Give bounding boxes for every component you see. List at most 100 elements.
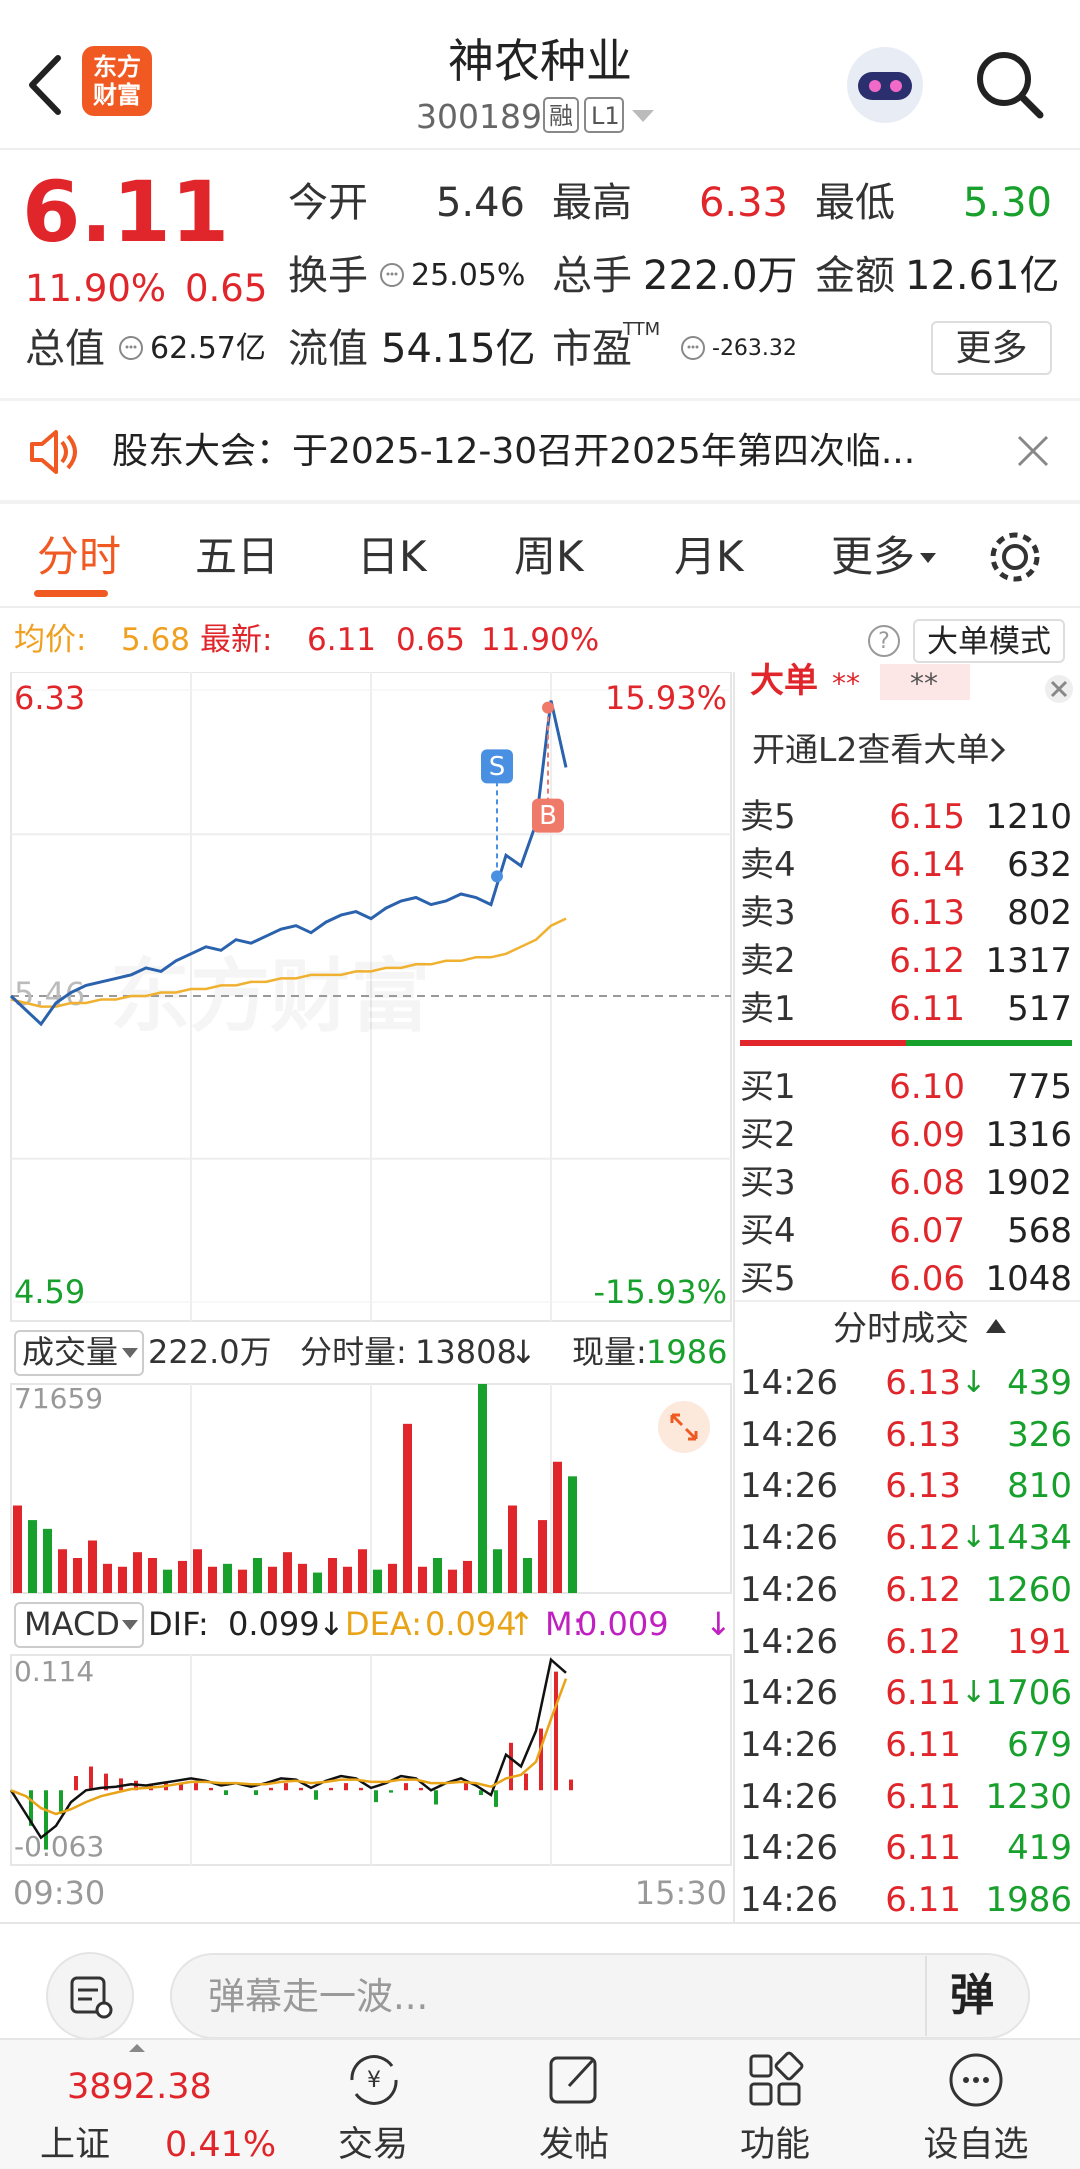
trade-arrow: ↓ — [961, 1675, 987, 1711]
volume-bar — [103, 1563, 112, 1593]
speaker-icon — [30, 430, 77, 474]
macd-bar — [284, 1783, 288, 1791]
comment-settings[interactable] — [44, 1950, 136, 2042]
volume-bar — [193, 1549, 202, 1593]
macd-bar — [359, 1787, 363, 1791]
info-icon[interactable] — [118, 335, 144, 361]
order-label: 买2 — [740, 1115, 796, 1155]
tab[interactable]: 分时 — [37, 532, 122, 581]
collapse-icon — [986, 1319, 1006, 1333]
trade-time: 14:26 — [740, 1621, 838, 1662]
index-name[interactable]: 上证 — [40, 2125, 111, 2165]
mode-button[interactable]: 大单模式 — [913, 619, 1065, 663]
x-tick-label: 09:30 — [13, 1874, 105, 1912]
annotation-point — [491, 870, 503, 883]
volume-bar — [223, 1563, 232, 1593]
l2-promo[interactable]: 开通L2查看大单 — [752, 730, 990, 769]
notice-text[interactable]: 股东大会：于2025-12-30召开2025年第四次临... — [112, 431, 916, 472]
tab[interactable]: 五日 — [195, 532, 280, 581]
trade-arrow: ↓ — [961, 1365, 987, 1400]
nav-item[interactable]: 功能 — [740, 2124, 811, 2165]
dropdown-box[interactable] — [14, 1330, 144, 1376]
mask-bg — [880, 664, 970, 700]
tab[interactable]: 月K — [674, 532, 744, 581]
trade-volume: 1260 — [985, 1569, 1072, 1610]
order-label: 买1 — [740, 1067, 796, 1107]
order-label: 卖4 — [740, 845, 796, 885]
close-notice[interactable] — [1016, 434, 1050, 468]
index-value[interactable]: 3892.38 — [67, 2067, 212, 2107]
macd-bar — [299, 1787, 303, 1791]
search-button[interactable] — [970, 45, 1050, 125]
field-label: 换手 — [288, 253, 368, 299]
divider — [0, 148, 1080, 150]
macd-legend-label: M: — [545, 1605, 584, 1643]
danmaku-button[interactable]: 弹 — [950, 1970, 994, 2021]
volume-label[interactable]: 成交量 — [22, 1333, 119, 1371]
order-volume: 1317 — [985, 941, 1072, 981]
annotation-point — [542, 701, 554, 714]
macd-bar — [554, 1671, 558, 1791]
expand-button[interactable] — [658, 1401, 710, 1453]
help-icon[interactable]: ? — [866, 623, 902, 659]
trade-time: 14:26 — [740, 1569, 838, 1610]
trade-time: 14:26 — [740, 1828, 838, 1869]
trade-time: 14:26 — [740, 1414, 838, 1455]
comment-input[interactable] — [170, 1953, 1030, 2039]
chevron — [990, 737, 1006, 763]
order-price: 6.11 — [889, 989, 965, 1029]
nav-item[interactable]: 设自选 — [923, 2124, 1029, 2165]
trade-time: 14:26 — [740, 1363, 838, 1403]
nav-item[interactable]: 发帖 — [539, 2124, 610, 2165]
field-label: 最高 — [552, 180, 632, 226]
order-label: 买3 — [740, 1163, 796, 1203]
macd-bar — [419, 1787, 423, 1791]
info-icon[interactable] — [379, 262, 405, 288]
tab[interactable]: 更多 — [831, 532, 916, 581]
index-pct[interactable]: 0.41% — [165, 2125, 277, 2165]
dropdown-icon[interactable] — [630, 108, 656, 124]
mask: ** — [832, 667, 860, 700]
volume-bar — [463, 1560, 472, 1593]
macd-label[interactable]: MACD — [24, 1605, 120, 1643]
price-line — [10, 917, 567, 1008]
volume-bar — [148, 1558, 157, 1593]
trades-title[interactable]: 分时成交 — [833, 1309, 969, 1349]
dropdown-box[interactable] — [14, 1602, 144, 1648]
robot-avatar[interactable] — [840, 40, 930, 130]
volume-bar — [358, 1549, 367, 1593]
macd-bar — [194, 1783, 198, 1791]
macd-legend-label: DEA: — [345, 1605, 422, 1643]
volume-bar — [178, 1560, 187, 1593]
macd-legend-value: 0.099 — [228, 1605, 320, 1643]
trade-price: 6.11 — [885, 1673, 961, 1714]
volume-bar — [478, 1384, 487, 1593]
y2-tick-label: -15.93% — [593, 1273, 727, 1311]
caret — [129, 2044, 145, 2052]
macd-bar — [44, 1790, 48, 1850]
info-icon[interactable] — [680, 335, 706, 361]
tab[interactable]: 日K — [357, 532, 427, 581]
settings-button[interactable] — [986, 528, 1044, 586]
more-button[interactable]: 更多 — [931, 321, 1052, 375]
volume-bar — [448, 1569, 457, 1593]
arrow: ↑ — [508, 1605, 535, 1643]
bottom-nav — [0, 2038, 1080, 2169]
close-big-order[interactable] — [1042, 672, 1076, 706]
back-button[interactable] — [20, 50, 70, 120]
volume-bar — [253, 1558, 262, 1593]
order-price: 6.07 — [889, 1211, 965, 1251]
nav-item[interactable]: 交易 — [338, 2124, 409, 2165]
dropdown-icon — [122, 1348, 138, 1358]
macd-bar — [329, 1787, 333, 1791]
macd-bar — [314, 1790, 318, 1800]
order-price: 6.06 — [889, 1259, 965, 1299]
macd-bar — [494, 1790, 498, 1807]
annotation-badge — [481, 749, 513, 784]
tab-indicator — [34, 590, 108, 597]
y-tick-label: 0.114 — [14, 1655, 94, 1688]
volume-bar — [418, 1566, 427, 1593]
tab[interactable]: 周K — [514, 532, 584, 581]
x-tick-label: 15:30 — [635, 1874, 727, 1912]
